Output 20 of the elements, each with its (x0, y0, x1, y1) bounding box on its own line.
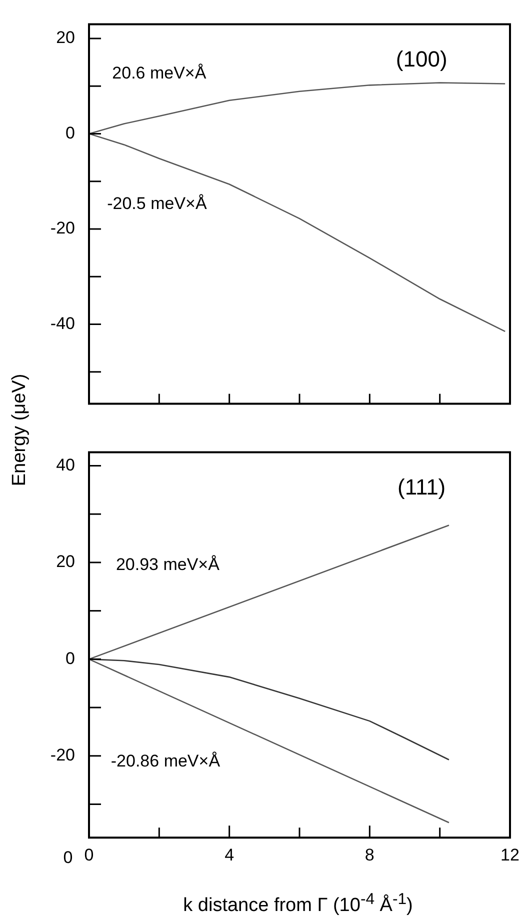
y-tick-label: 20 (56, 28, 75, 48)
x-tick-label: 0 (84, 845, 94, 864)
y-tick-label: -20 (50, 218, 75, 238)
y-tick-label: 0 (66, 123, 75, 142)
x-axis-title: k distance from Γ (10$^{-4}$ Å$^{-1}$) (183, 890, 413, 918)
text: (100) (396, 46, 448, 72)
y-tick-label: -20 (50, 746, 75, 765)
annotation: -20.86 meV×Å (110, 751, 221, 770)
y-axis-title: Energy (μeV) (9, 374, 31, 486)
x-tick-label: 8 (364, 845, 374, 864)
x-tick-label: 12 (500, 845, 520, 864)
x-tick-label: 4 (224, 845, 234, 864)
y-tick-label: 40 (56, 455, 75, 474)
text: (111) (398, 474, 446, 500)
annotation: -20.5 meV×Å (107, 194, 208, 213)
annotation: 20.93 meV×Å (116, 555, 220, 574)
y-tick-label: 0 (66, 648, 75, 668)
y-tick-label: 20 (56, 552, 75, 572)
annotation: 20.6 meV×Å (112, 64, 207, 83)
y-tick-label: -40 (50, 314, 75, 333)
